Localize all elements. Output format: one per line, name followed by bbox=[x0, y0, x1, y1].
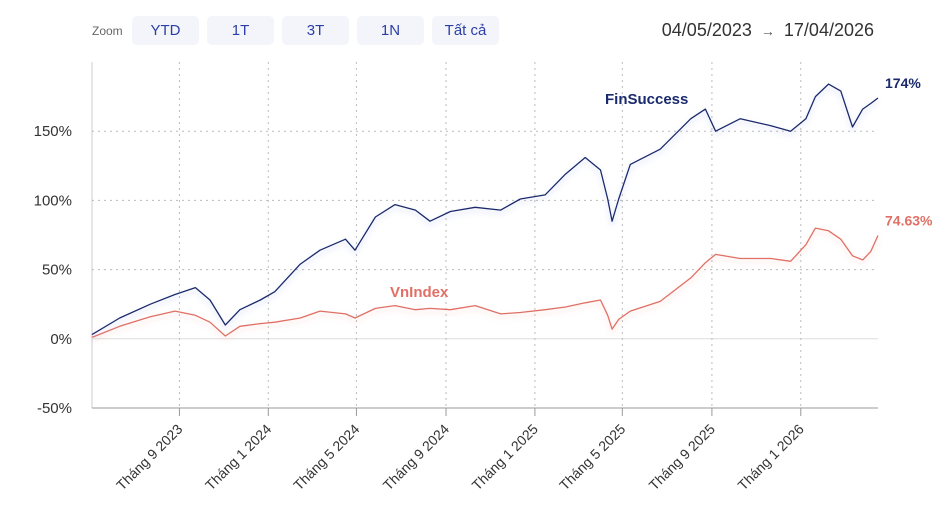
zoom-label: Zoom bbox=[92, 24, 123, 38]
series-line-finsuccess bbox=[91, 83, 879, 336]
zoom-1t-button[interactable]: 1T bbox=[207, 16, 274, 45]
x-tick-label: Tháng 1 2025 bbox=[469, 421, 542, 494]
x-tick-label: Tháng 9 2023 bbox=[113, 421, 186, 494]
x-tick-label: Tháng 9 2025 bbox=[646, 421, 719, 494]
zoom-3t-button[interactable]: 3T bbox=[282, 16, 349, 45]
y-tick-label: -50% bbox=[37, 400, 72, 417]
y-tick-label: 0% bbox=[50, 331, 72, 348]
x-tick-label: Tháng 5 2024 bbox=[290, 421, 363, 494]
zoom-1n-button[interactable]: 1N bbox=[357, 16, 424, 45]
x-tick-label: Tháng 1 2026 bbox=[734, 421, 807, 494]
range-start[interactable]: 04/05/2023 bbox=[661, 20, 752, 40]
end-value-label: 74.63% bbox=[885, 213, 933, 229]
y-tick-label: 100% bbox=[34, 192, 72, 209]
end-value-label: 174% bbox=[885, 75, 921, 91]
date-range[interactable]: 04/05/2023 → 17/04/2026 bbox=[662, 20, 874, 41]
range-arrow: → bbox=[760, 23, 775, 39]
x-tick-label: Tháng 1 2024 bbox=[202, 421, 275, 494]
x-tick-label: Tháng 5 2025 bbox=[556, 421, 629, 494]
range-end[interactable]: 17/04/2026 bbox=[783, 20, 874, 40]
x-tick-label: Tháng 9 2024 bbox=[380, 421, 453, 494]
series-label-finsuccess: FinSuccess bbox=[605, 91, 688, 108]
y-tick-label: 150% bbox=[34, 123, 72, 140]
series-line-vnindex bbox=[91, 227, 879, 339]
y-tick-label: 50% bbox=[42, 262, 72, 279]
zoom-all-button[interactable]: Tất cả bbox=[432, 16, 499, 45]
zoom-ytd-button[interactable]: YTD bbox=[132, 16, 199, 45]
series-label-vnindex: VnIndex bbox=[390, 284, 449, 301]
